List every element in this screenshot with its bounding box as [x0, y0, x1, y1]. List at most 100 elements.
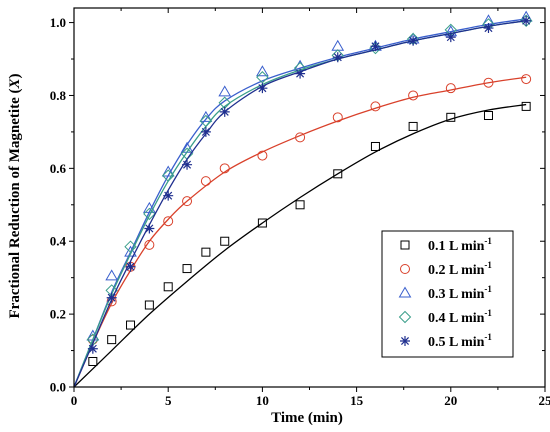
- data-point-s4-7: [199, 114, 213, 128]
- data-point-s2-9: [257, 150, 268, 161]
- data-point-s2-7: [200, 176, 211, 187]
- fit-line-series-3: [73, 18, 527, 388]
- data-point-s2-8: [219, 163, 230, 174]
- data-point-s1-15: [483, 111, 493, 121]
- data-point-s1-1: [88, 356, 98, 366]
- series-5: [73, 15, 532, 388]
- legend-label-sup: -1: [484, 308, 492, 318]
- data-point-s3-5: [161, 165, 175, 177]
- fit-line-series-2: [73, 76, 527, 388]
- y-tick-label: 0.4: [50, 234, 67, 249]
- legend-item-2: 0.2 L min-1: [400, 260, 492, 278]
- data-point-s4-9: [256, 71, 269, 84]
- data-point-s3-3: [124, 245, 137, 257]
- data-point-s5-14: [445, 32, 456, 43]
- data-point-s1-2: [107, 335, 117, 345]
- data-point-s4-16: [519, 14, 533, 27]
- data-point-s2-13: [408, 90, 419, 101]
- y-axis-title: Fractional Reduction of Magnetite (X): [7, 74, 23, 319]
- legend-label-2: 0.2 L min-1: [428, 260, 492, 278]
- data-point-s5-16: [521, 15, 532, 26]
- data-point-s5-15: [483, 23, 494, 34]
- axes-layer: 0 5 10 15 20 25 0.0 0.2 0.4 0.6 0.8 1.0: [50, 7, 550, 408]
- legend-marker-1: [400, 240, 410, 250]
- legend-label-1: 0.1 L min-1: [428, 236, 492, 254]
- y-tick-label: 0.6: [50, 161, 67, 176]
- data-point-s1-14: [446, 112, 456, 122]
- legend-label-3: 0.3 L min-1: [428, 284, 492, 302]
- data-point-s3-8: [218, 85, 232, 97]
- data-point-s5-1: [87, 343, 98, 354]
- data-point-s2-12: [370, 101, 381, 112]
- plot-layer: [73, 10, 533, 388]
- data-point-s2-5: [163, 216, 174, 227]
- legend-item-3: 0.3 L min-1: [398, 284, 492, 302]
- legend-label-main: 0.4 L min: [428, 311, 485, 326]
- data-point-s5-8: [219, 106, 230, 117]
- data-point-s1-6: [182, 264, 192, 274]
- legend-box: [381, 230, 514, 358]
- data-point-s2-4: [144, 239, 155, 250]
- y-tick-label: 1.0: [50, 15, 66, 30]
- x-tick-label: 10: [256, 393, 269, 408]
- data-point-s3-11: [331, 39, 345, 51]
- data-point-s2-10: [295, 132, 306, 143]
- data-point-s2-11: [332, 112, 343, 123]
- data-point-s5-2: [106, 292, 117, 303]
- data-point-s4-4: [143, 207, 156, 221]
- data-point-s2-15: [483, 77, 494, 88]
- x-tick-label: 5: [165, 393, 172, 408]
- data-point-s2-16: [521, 74, 532, 85]
- x-tick-label: 15: [350, 393, 364, 408]
- legend-label-sup: -1: [484, 332, 492, 342]
- legend-label-5: 0.5 L min-1: [428, 332, 492, 350]
- legend-marker-3: [398, 286, 412, 298]
- data-point-s1-11: [333, 169, 343, 179]
- data-point-s5-7: [200, 126, 211, 137]
- legend-label-sup: -1: [484, 284, 492, 294]
- data-point-s1-16: [521, 101, 531, 111]
- legend-label-main: 0.1 L min: [428, 239, 485, 254]
- legend-item-1: 0.1 L min-1: [400, 236, 492, 254]
- legend-label-sup: -1: [484, 260, 492, 270]
- y-axis-title-close: ): [7, 74, 23, 79]
- data-point-s5-4: [144, 223, 155, 234]
- data-point-s5-5: [163, 190, 174, 201]
- data-point-s1-10: [295, 200, 305, 210]
- series-1: [73, 101, 531, 388]
- data-point-s5-11: [332, 52, 343, 63]
- data-point-s5-6: [182, 159, 193, 170]
- data-point-s3-2: [105, 269, 119, 281]
- x-axis-title: Time (min): [271, 410, 343, 426]
- data-point-s3-4: [142, 201, 156, 213]
- data-point-s1-4: [144, 300, 154, 310]
- data-point-s4-5: [161, 169, 175, 182]
- fit-line-series-1: [73, 103, 527, 388]
- data-point-s1-5: [163, 282, 173, 292]
- data-point-s3-7: [199, 110, 213, 122]
- data-point-s1-9: [257, 218, 267, 228]
- legend: 0.1 L min-10.2 L min-10.3 L min-10.4 L m…: [381, 230, 514, 358]
- data-point-s3-9: [256, 65, 269, 77]
- y-axis-title-main: Fractional Reduction of Magnetite (: [7, 89, 23, 319]
- data-point-s1-12: [370, 141, 380, 151]
- legend-label-4: 0.4 L min-1: [428, 308, 492, 326]
- y-axis-title-var: X: [7, 78, 23, 90]
- data-point-s1-7: [201, 247, 211, 257]
- data-point-s5-12: [370, 41, 381, 52]
- data-point-s5-13: [408, 35, 419, 46]
- data-point-s1-13: [408, 121, 418, 131]
- data-point-s4-3: [124, 240, 137, 253]
- legend-marker-5: [400, 336, 410, 346]
- legend-label-main: 0.3 L min: [428, 287, 485, 302]
- legend-label-main: 0.2 L min: [428, 263, 485, 278]
- legend-label-sup: -1: [484, 236, 492, 246]
- data-point-s1-3: [126, 320, 136, 330]
- legend-item-5: 0.5 L min-1: [400, 332, 492, 350]
- data-point-s5-10: [295, 68, 306, 79]
- data-point-s2-14: [445, 83, 456, 94]
- legend-label-main: 0.5 L min: [428, 335, 485, 350]
- y-tick-label: 0.0: [50, 380, 66, 395]
- x-tick-label: 25: [539, 393, 550, 408]
